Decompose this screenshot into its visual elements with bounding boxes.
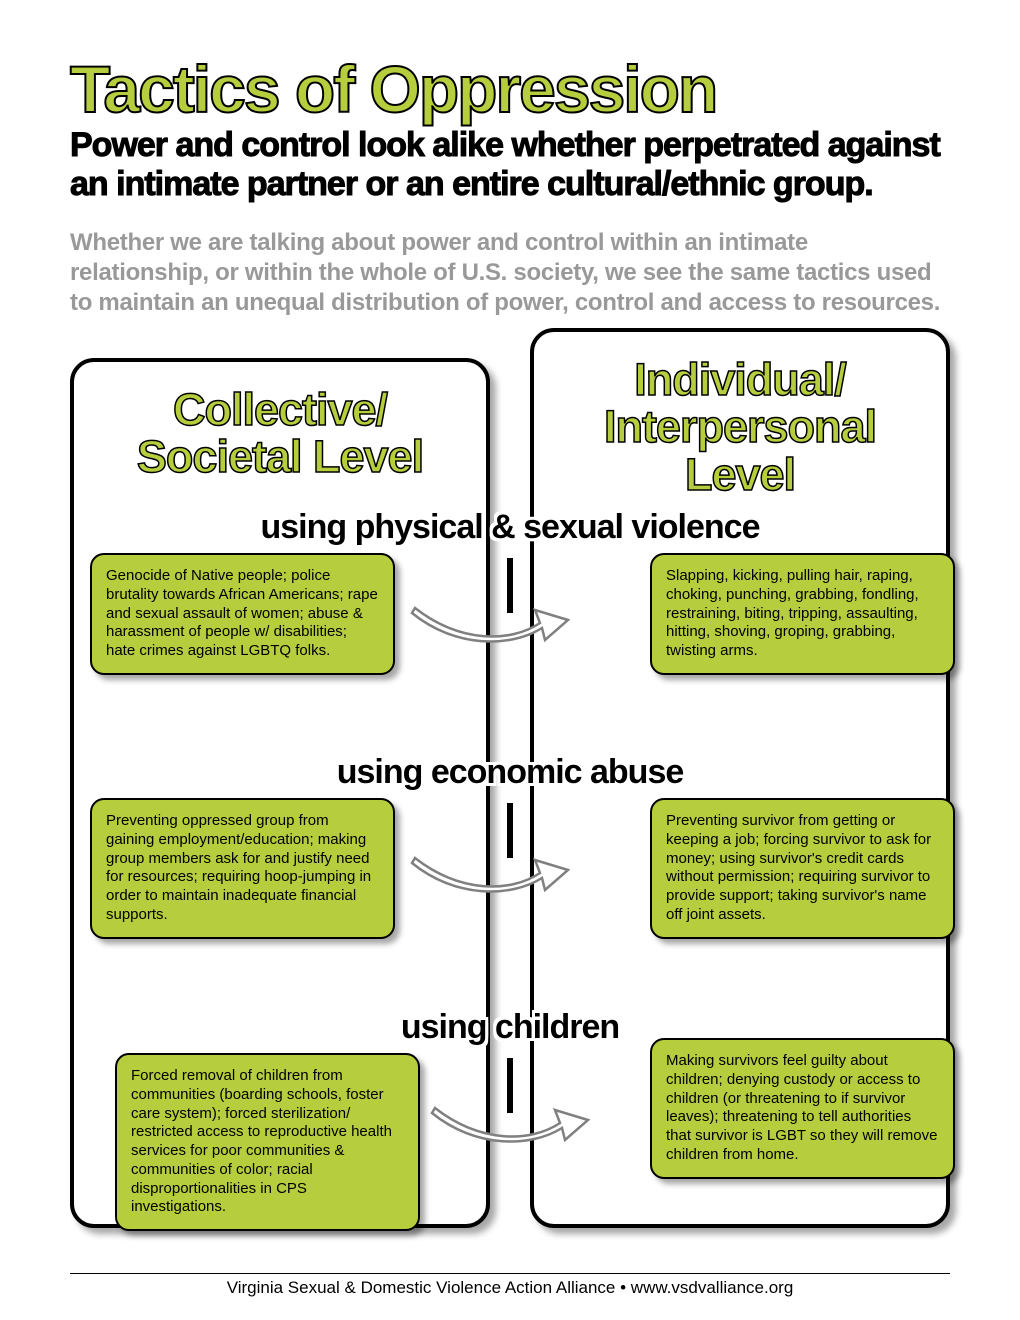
box-violence-collective: Genocide of Native people; police brutal… — [90, 553, 395, 675]
box-children-individual: Making survivors feel guilty about child… — [650, 1038, 955, 1179]
subtitle: Power and control look alike whether per… — [70, 126, 950, 204]
right-column-title: Individual/Interpersonal Level — [534, 332, 946, 498]
box-economic-individual: Preventing survivor from getting or keep… — [650, 798, 955, 939]
main-title: Tactics of Oppression — [70, 56, 950, 122]
arrow-icon — [430, 1098, 590, 1148]
arrow-icon — [410, 848, 570, 898]
arrow-icon — [410, 598, 570, 648]
box-violence-individual: Slapping, kicking, pulling hair, raping,… — [650, 553, 955, 675]
intro-paragraph: Whether we are talking about power and c… — [70, 228, 950, 318]
left-column-title: Collective/Societal Level — [74, 362, 486, 481]
box-children-collective: Forced removal of children from communit… — [115, 1053, 420, 1231]
box-economic-collective: Preventing oppressed group from gaining … — [90, 798, 395, 939]
diagram-area: Collective/Societal Level Individual/Int… — [70, 328, 950, 1228]
footer-divider — [70, 1273, 950, 1274]
section-header-economic: using economic abuse — [337, 753, 684, 792]
footer-text: Virginia Sexual & Domestic Violence Acti… — [0, 1278, 1020, 1298]
section-header-violence: using physical & sexual violence — [261, 508, 760, 547]
section-header-children: using children — [401, 1008, 619, 1047]
